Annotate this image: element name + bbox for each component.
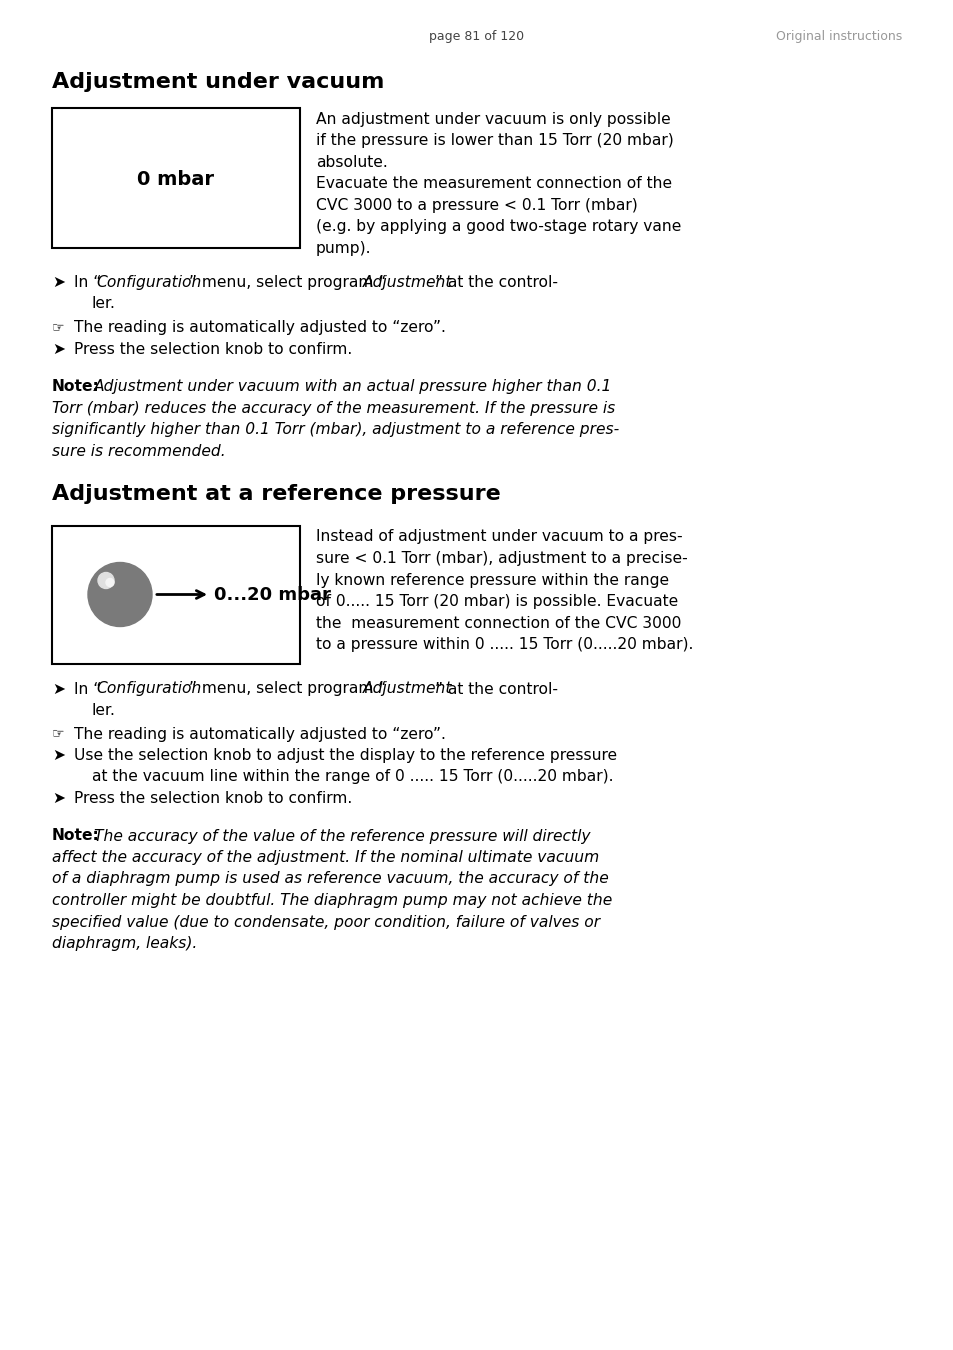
Text: Adjustment: Adjustment: [363, 275, 452, 290]
Text: ” menu, select program “: ” menu, select program “: [189, 682, 386, 697]
Text: ” menu, select program “: ” menu, select program “: [189, 275, 386, 290]
Text: 0...20 mbar: 0...20 mbar: [213, 586, 331, 605]
Circle shape: [106, 579, 113, 586]
Text: Adjustment at a reference pressure: Adjustment at a reference pressure: [52, 483, 500, 504]
Text: ☞: ☞: [52, 726, 65, 741]
Text: significantly higher than 0.1 Torr (mbar), adjustment to a reference pres-: significantly higher than 0.1 Torr (mbar…: [52, 423, 618, 437]
Text: ler.: ler.: [91, 703, 115, 718]
Text: Configuration: Configuration: [96, 275, 201, 290]
Text: pump).: pump).: [315, 242, 371, 256]
Text: to a pressure within 0 ..... 15 Torr (0.....20 mbar).: to a pressure within 0 ..... 15 Torr (0.…: [315, 637, 693, 652]
Text: The reading is automatically adjusted to “zero”.: The reading is automatically adjusted to…: [74, 320, 445, 335]
Text: Instead of adjustment under vacuum to a pres-: Instead of adjustment under vacuum to a …: [315, 529, 682, 544]
Text: if the pressure is lower than 15 Torr (20 mbar): if the pressure is lower than 15 Torr (2…: [315, 134, 673, 148]
Text: ➤: ➤: [52, 791, 65, 806]
Text: Note:: Note:: [52, 379, 100, 394]
Text: An adjustment under vacuum is only possible: An adjustment under vacuum is only possi…: [315, 112, 670, 127]
Text: Press the selection knob to confirm.: Press the selection knob to confirm.: [74, 342, 352, 356]
Text: ly known reference pressure within the range: ly known reference pressure within the r…: [315, 572, 668, 587]
Text: ” at the control-: ” at the control-: [435, 682, 558, 697]
Text: controller might be doubtful. The diaphragm pump may not achieve the: controller might be doubtful. The diaphr…: [52, 892, 612, 909]
Text: Evacuate the measurement connection of the: Evacuate the measurement connection of t…: [315, 177, 672, 192]
Text: diaphragm, leaks).: diaphragm, leaks).: [52, 936, 197, 950]
Text: at the vacuum line within the range of 0 ..... 15 Torr (0.....20 mbar).: at the vacuum line within the range of 0…: [91, 769, 613, 784]
Text: Torr (mbar) reduces the accuracy of the measurement. If the pressure is: Torr (mbar) reduces the accuracy of the …: [52, 401, 615, 416]
Bar: [52, 108, 299, 248]
Text: CVC 3000 to a pressure < 0.1 Torr (mbar): CVC 3000 to a pressure < 0.1 Torr (mbar): [315, 198, 638, 213]
Text: affect the accuracy of the adjustment. If the nominal ultimate vacuum: affect the accuracy of the adjustment. I…: [52, 850, 598, 865]
Text: of a diaphragm pump is used as reference vacuum, the accuracy of the: of a diaphragm pump is used as reference…: [52, 872, 608, 887]
Text: The reading is automatically adjusted to “zero”.: The reading is automatically adjusted to…: [74, 726, 445, 741]
Text: Configuration: Configuration: [96, 682, 201, 697]
Text: page 81 of 120: page 81 of 120: [429, 30, 524, 43]
Text: In “: In “: [74, 682, 101, 697]
Text: ➤: ➤: [52, 275, 65, 290]
Text: Original instructions: Original instructions: [775, 30, 901, 43]
Text: ” at the control-: ” at the control-: [435, 275, 558, 290]
Text: The accuracy of the value of the reference pressure will directly: The accuracy of the value of the referen…: [94, 829, 590, 844]
Text: Adjustment under vacuum with an actual pressure higher than 0.1: Adjustment under vacuum with an actual p…: [94, 379, 612, 394]
Text: Adjustment under vacuum: Adjustment under vacuum: [52, 72, 384, 92]
Text: Press the selection knob to confirm.: Press the selection knob to confirm.: [74, 791, 352, 806]
Circle shape: [98, 572, 113, 589]
Text: sure < 0.1 Torr (mbar), adjustment to a precise-: sure < 0.1 Torr (mbar), adjustment to a …: [315, 551, 687, 566]
Text: of 0..... 15 Torr (20 mbar) is possible. Evacuate: of 0..... 15 Torr (20 mbar) is possible.…: [315, 594, 678, 609]
Text: sure is recommended.: sure is recommended.: [52, 444, 226, 459]
Text: In “: In “: [74, 275, 101, 290]
Text: 0 mbar: 0 mbar: [137, 170, 214, 189]
Bar: [52, 525, 299, 663]
Text: ➤: ➤: [52, 682, 65, 697]
Text: Note:: Note:: [52, 829, 100, 844]
Text: ➤: ➤: [52, 342, 65, 356]
Text: absolute.: absolute.: [315, 155, 387, 170]
Text: ler.: ler.: [91, 297, 115, 312]
Text: (e.g. by applying a good two-stage rotary vane: (e.g. by applying a good two-stage rotar…: [315, 220, 680, 235]
Text: Adjustment: Adjustment: [363, 682, 452, 697]
Text: ☞: ☞: [52, 320, 65, 333]
Text: specified value (due to condensate, poor condition, failure of valves or: specified value (due to condensate, poor…: [52, 914, 599, 930]
Text: ➤: ➤: [52, 748, 65, 763]
Text: Use the selection knob to adjust the display to the reference pressure: Use the selection knob to adjust the dis…: [74, 748, 617, 763]
Text: the  measurement connection of the CVC 3000: the measurement connection of the CVC 30…: [315, 616, 680, 630]
Circle shape: [88, 563, 152, 626]
